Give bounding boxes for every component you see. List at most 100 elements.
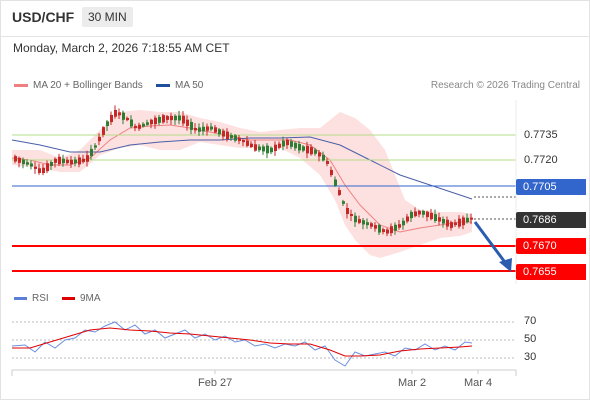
candle-body xyxy=(278,143,281,148)
ma50-swatch xyxy=(156,83,170,87)
candle-body xyxy=(426,211,429,218)
legend-rsi-ma: 9MA xyxy=(62,293,101,304)
candle-body xyxy=(430,212,433,220)
candle-body xyxy=(22,159,25,165)
candle-body xyxy=(294,142,297,149)
candle-body xyxy=(442,219,445,224)
ma-bb-swatch xyxy=(14,83,28,87)
candle-body xyxy=(226,131,229,140)
candle-body xyxy=(270,147,273,153)
candle-body xyxy=(458,218,461,227)
candle-body xyxy=(194,127,197,131)
candle-body xyxy=(62,158,65,164)
chart-header: USD/CHF 30 MIN xyxy=(0,0,590,37)
candle-body xyxy=(206,126,209,131)
x-label-mar4: Mar 4 xyxy=(464,377,493,389)
candle-body xyxy=(254,144,257,151)
ma-bb-label: MA 20 + Bollinger Bands xyxy=(33,80,143,91)
candle-body xyxy=(286,139,289,146)
candle-body xyxy=(338,190,341,195)
candle-body xyxy=(382,229,385,233)
candle-body xyxy=(386,229,389,234)
candle-body xyxy=(346,207,349,215)
candle-body xyxy=(170,115,173,121)
candle-body xyxy=(18,157,21,163)
candle-body xyxy=(82,158,85,163)
candle-body xyxy=(222,130,225,137)
candle-body xyxy=(150,119,153,125)
rsi-label: RSI xyxy=(32,293,49,304)
candle-body xyxy=(198,127,201,132)
timestamp: Monday, March 2, 2026 7:18:55 AM CET xyxy=(13,41,230,55)
header-divider xyxy=(0,36,590,37)
candle-body xyxy=(406,216,409,222)
legend-ma-bb: MA 20 + Bollinger Bands xyxy=(14,80,143,91)
candle-body xyxy=(214,127,217,133)
forecast-arrow-head xyxy=(499,258,512,272)
candle-body xyxy=(266,145,269,154)
candle-body xyxy=(118,112,121,116)
candle-body xyxy=(250,143,253,148)
rsi-ma-label: 9MA xyxy=(80,293,101,304)
level-label-0-7720: 0.7720 xyxy=(524,154,558,166)
candle-body xyxy=(262,146,265,152)
candle-body xyxy=(310,147,313,155)
timeframe-badge[interactable]: 30 MIN xyxy=(82,7,133,27)
candle-body xyxy=(434,214,437,221)
rsi-ma-line xyxy=(12,327,473,357)
candle-body xyxy=(462,217,465,226)
candle-body xyxy=(394,224,397,231)
candle-body xyxy=(350,213,353,217)
symbol-title: USD/CHF xyxy=(12,9,75,25)
candle-body xyxy=(298,143,301,151)
candle-body xyxy=(446,219,449,227)
candle-body xyxy=(66,159,69,164)
candle-body xyxy=(470,217,473,220)
candle-body xyxy=(454,222,457,226)
candle-body xyxy=(398,224,401,228)
candle-body xyxy=(342,201,345,204)
candle-body xyxy=(326,161,329,164)
candle-body xyxy=(466,217,469,223)
level-tag-0-7705: 0.7705 xyxy=(516,179,586,195)
candle-body xyxy=(134,125,137,129)
candle-body xyxy=(138,124,141,129)
candle-body xyxy=(190,122,193,130)
level-label-0-7735: 0.7735 xyxy=(524,129,558,141)
level-tag-0-7670: 0.7670 xyxy=(516,238,586,254)
candle-body xyxy=(450,222,453,228)
candle-body xyxy=(106,121,109,127)
x-label-mar2: Mar 2 xyxy=(398,377,427,389)
candle-body xyxy=(302,146,305,151)
candle-body xyxy=(418,210,421,215)
candle-body xyxy=(146,122,149,125)
candle-body xyxy=(318,152,321,157)
candle-body xyxy=(90,148,93,157)
ma50-label: MA 50 xyxy=(175,80,204,91)
candle-body xyxy=(306,145,309,154)
candle-body xyxy=(366,222,369,226)
x-label-feb27: Feb 27 xyxy=(198,377,233,389)
candle-body xyxy=(162,115,165,123)
candle-body xyxy=(174,115,177,121)
candle-body xyxy=(314,149,317,154)
rsi-axis-70: 70 xyxy=(524,315,537,327)
candle-body xyxy=(38,168,41,173)
candle-body xyxy=(46,163,49,172)
candle-body xyxy=(126,117,129,121)
candle-body xyxy=(242,139,245,143)
rsi-axis-30: 30 xyxy=(524,351,537,363)
candle-body xyxy=(42,167,45,174)
legend-rsi: RSI xyxy=(14,293,49,304)
candle-body xyxy=(322,154,325,161)
candle-body xyxy=(34,166,37,169)
candle-body xyxy=(358,219,361,223)
candle-body xyxy=(218,129,221,135)
candle-body xyxy=(70,159,73,165)
candle-body xyxy=(410,211,413,219)
candle-body xyxy=(402,220,405,226)
candle-body xyxy=(130,119,133,127)
candle-body xyxy=(354,215,357,223)
candle-body xyxy=(158,116,161,123)
